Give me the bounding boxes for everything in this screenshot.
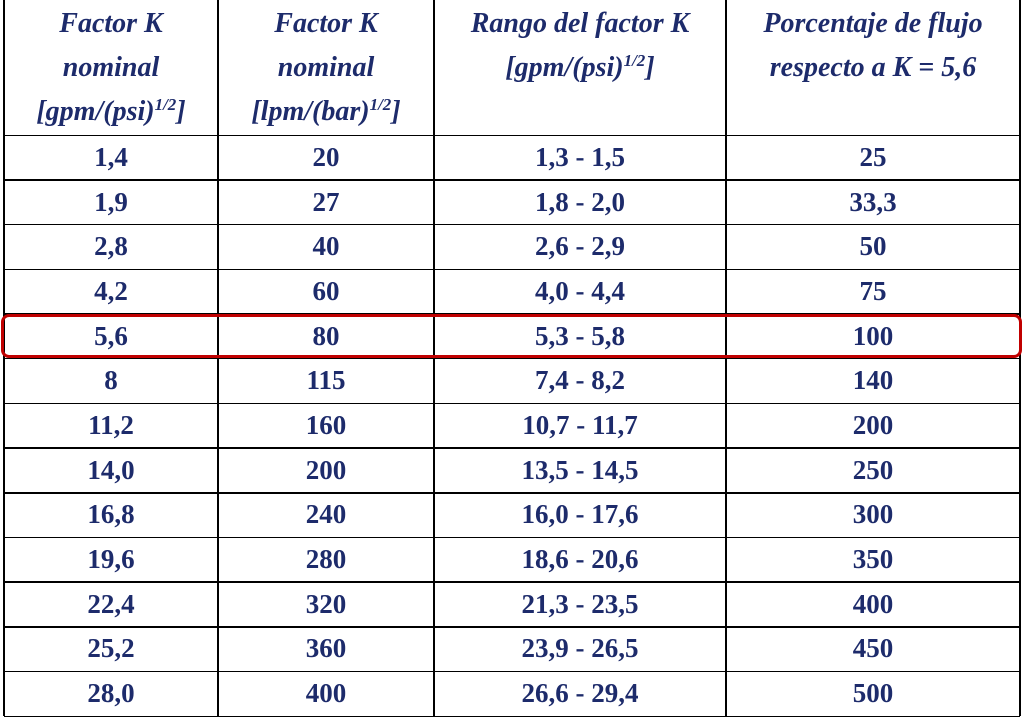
table-cell: 100: [852, 320, 894, 351]
table-cell: 500: [852, 678, 894, 709]
row-border: [4, 536, 1020, 539]
row-border: [4, 134, 1020, 136]
table-cell: 160: [305, 409, 347, 440]
table-cell: 33,3: [849, 186, 897, 217]
unit-exponent: 1/2: [369, 95, 392, 114]
table-cell: 1,9: [94, 186, 128, 217]
header-unit: [gpm/(psi)1/2]: [505, 46, 654, 90]
table-cell: 25: [859, 141, 887, 172]
unit-text: [gpm/(psi): [36, 96, 155, 127]
unit-text: [gpm/(psi): [505, 52, 624, 83]
table-cell: 25,2: [87, 633, 135, 664]
table-cell: 250: [852, 454, 894, 485]
table-cell: 4,2: [94, 275, 128, 306]
table-cell: 10,7 - 11,7: [522, 409, 638, 440]
table-cell: 11,2: [88, 409, 134, 440]
header-cell: Porcentaje de flujo respecto a K = 5,6: [726, 0, 1020, 135]
row-border: [4, 402, 1020, 405]
row-border: [4, 357, 1020, 360]
table-cell: 23,9 - 26,5: [521, 633, 639, 664]
unit-end: ]: [176, 96, 186, 127]
unit-exponent: 1/2: [154, 95, 177, 114]
table-cell: 4,0 - 4,4: [535, 275, 625, 306]
table-cell: 1,8 - 2,0: [535, 186, 625, 217]
header-line: nominal: [277, 52, 375, 83]
unit-end: ]: [645, 52, 655, 83]
row-border: [4, 447, 1020, 449]
table-cell: 2,6 - 2,9: [535, 231, 625, 262]
table-cell: 40: [312, 231, 340, 262]
row-border: [4, 268, 1020, 271]
table-cell: 28,0: [87, 678, 135, 709]
table-cell: 400: [852, 588, 894, 619]
row-border: [4, 223, 1020, 226]
table-cell: 18,6 - 20,6: [521, 544, 639, 575]
table-cell: 450: [852, 633, 894, 664]
unit-end: ]: [391, 96, 401, 127]
header-line: Factor K: [59, 8, 163, 39]
table-cell: 16,8: [87, 499, 135, 530]
header-line: Rango del factor K: [470, 8, 690, 39]
table-cell: 14,0: [87, 454, 135, 485]
table-cell: 1,3 - 1,5: [535, 141, 625, 172]
table-cell: 60: [312, 275, 340, 306]
table-cell: 80: [312, 320, 340, 351]
table-cell: 8: [104, 365, 118, 396]
header-cell: Factor K nominal [lpm/(bar)1/2]: [218, 0, 434, 135]
table-cell: 5,6: [94, 320, 128, 351]
row-border: [4, 670, 1020, 673]
row-highlight: [1, 314, 1022, 358]
table-cell: 240: [305, 499, 347, 530]
table-cell: 280: [305, 544, 347, 575]
header-cell: Rango del factor K [gpm/(psi)1/2]: [434, 0, 726, 135]
table-cell: 16,0 - 17,6: [521, 499, 639, 530]
unit-text: [lpm/(bar): [251, 96, 370, 127]
table-cell: 27: [312, 186, 340, 217]
header-line: nominal: [62, 52, 160, 83]
table-cell: 75: [859, 275, 887, 306]
header-unit: [lpm/(bar)1/2]: [251, 90, 400, 134]
header-line: respecto a K = 5,6: [769, 52, 977, 83]
table-cell: 350: [852, 544, 894, 575]
table-cell: 13,5 - 14,5: [521, 454, 639, 485]
header-cell: Factor K nominal [gpm/(psi)1/2]: [4, 0, 218, 135]
table-cell: 200: [852, 409, 894, 440]
table-cell: 2,8: [94, 231, 128, 262]
table-cell: 320: [305, 588, 347, 619]
header-unit: [gpm/(psi)1/2]: [36, 90, 185, 134]
header-line: Factor K: [274, 8, 378, 39]
row-border: [4, 313, 1020, 315]
table-cell: 1,4: [94, 141, 128, 172]
table-cell: 300: [852, 499, 894, 530]
table-cell: 22,4: [87, 588, 135, 619]
row-border: [4, 715, 1020, 717]
table-cell: 115: [306, 365, 346, 396]
table-cell: 19,6: [87, 544, 135, 575]
row-border: [4, 626, 1020, 628]
column-border: [3, 0, 5, 716]
row-border: [4, 492, 1020, 494]
table-cell: 400: [305, 678, 347, 709]
table-cell: 7,4 - 8,2: [535, 365, 625, 396]
table-cell: 26,6 - 29,4: [521, 678, 639, 709]
unit-exponent: 1/2: [623, 51, 646, 70]
row-border: [4, 581, 1020, 583]
table-cell: 140: [852, 365, 894, 396]
table-cell: 5,3 - 5,8: [535, 320, 625, 351]
table-cell: 360: [305, 633, 347, 664]
table-cell: 50: [859, 231, 887, 262]
header-line: Porcentaje de flujo: [763, 8, 983, 39]
table-cell: 20: [312, 141, 340, 172]
table-cell: 21,3 - 23,5: [521, 588, 639, 619]
row-border: [4, 179, 1020, 181]
table-cell: 200: [305, 454, 347, 485]
